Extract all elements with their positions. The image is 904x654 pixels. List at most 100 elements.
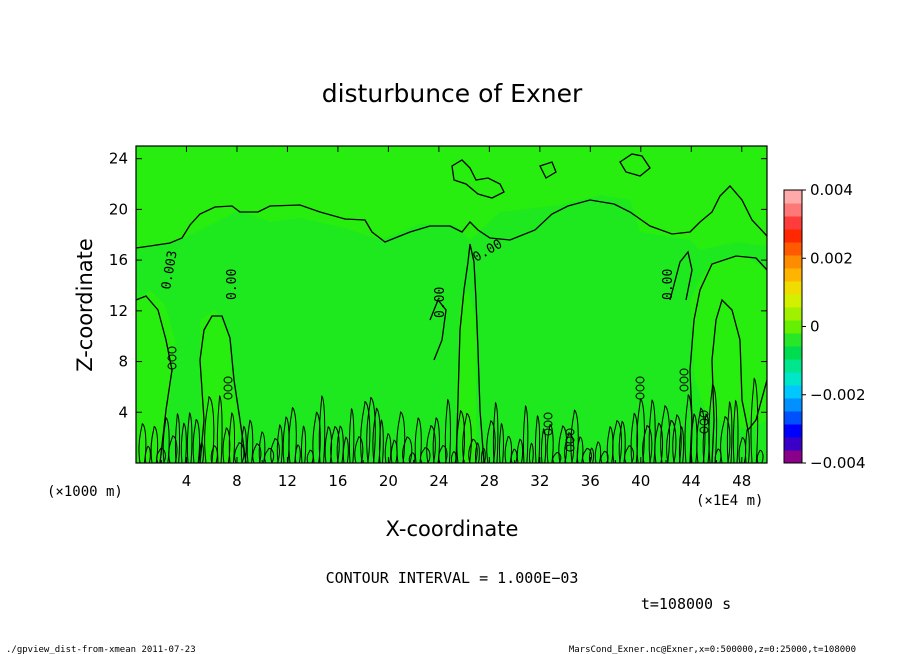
contour-line — [582, 447, 592, 464]
contour-line — [689, 255, 768, 464]
contour-cell — [565, 428, 575, 436]
contour-cell — [223, 392, 233, 400]
colorbar-cell — [784, 242, 802, 256]
colorbar-cell — [784, 294, 802, 308]
contour-line — [546, 423, 554, 464]
y-tick-label: 24 — [109, 150, 128, 168]
y-tick-label: 16 — [109, 251, 128, 269]
contour-cell — [167, 362, 177, 370]
y-axis-ticks: 4 8 12 16 20 24 — [109, 150, 767, 421]
colorbar-cell — [784, 450, 802, 464]
field-patch — [136, 146, 767, 250]
colorbar-cells — [784, 190, 802, 464]
contour-cell — [635, 384, 645, 392]
x-tick-label: 16 — [328, 472, 347, 490]
contour-cell — [699, 418, 709, 426]
contour-line — [642, 424, 653, 464]
colorbar-cell — [784, 190, 802, 204]
contour-line — [732, 399, 739, 464]
contour-cell — [699, 410, 709, 418]
contour-line — [468, 438, 478, 464]
colorbar-cell — [784, 398, 802, 412]
footer-right: MarsCond_Exner.nc@Exner,x=0:500000,z=0:2… — [569, 645, 856, 654]
x-tick-label: 48 — [732, 472, 751, 490]
contour-line — [216, 395, 223, 464]
contour-cell — [565, 444, 575, 452]
contour-line — [420, 447, 431, 464]
y-axis-label: Z-coordinate — [73, 238, 97, 372]
contour-line — [246, 419, 254, 464]
colorbar-labels: 0.004 0.002 0 −0.002 −0.004 — [802, 181, 866, 472]
contour-line — [174, 413, 181, 464]
contour-line — [180, 422, 187, 464]
contour-line — [354, 436, 364, 464]
plot-area: 0.003 0.000.000.00 0.00 4 8 12 16 20 24 28 32 36 40… — [109, 145, 768, 490]
contour-line — [360, 400, 371, 464]
colorbar-cell — [784, 359, 802, 373]
colorbar-cell — [784, 372, 802, 386]
contour-line — [294, 444, 301, 464]
contour-line — [150, 425, 159, 464]
contour-cell — [167, 346, 177, 354]
x-tick-label: 28 — [480, 472, 499, 490]
contour-line — [648, 399, 656, 464]
contour-line — [144, 445, 151, 464]
contour-line — [348, 407, 355, 464]
contour-cell — [223, 384, 233, 392]
colorbar-cell — [784, 346, 802, 360]
colorbar-cell — [784, 229, 802, 243]
contour-line — [750, 377, 759, 464]
y-tick-label: 4 — [118, 403, 128, 421]
colorbar-cell — [784, 385, 802, 399]
contour-line — [534, 415, 541, 464]
contour-line — [444, 398, 451, 464]
contour-line — [240, 425, 247, 464]
contour-interval-text: CONTOUR INTERVAL = 1.000E−03 — [326, 569, 579, 587]
x-axis-label: X-coordinate — [386, 517, 519, 541]
contour-cell — [167, 354, 177, 362]
contour-line — [666, 419, 677, 464]
colorbar-cell — [784, 203, 802, 217]
x-tick-label: 32 — [530, 472, 549, 490]
contour-line — [708, 383, 718, 464]
colorbar-cell — [784, 411, 802, 425]
contour-line — [588, 447, 595, 464]
x-tick-label: 12 — [278, 472, 297, 490]
contour-label: 0.00 — [225, 269, 240, 300]
contour-line — [456, 410, 466, 464]
contour-line — [192, 418, 201, 464]
x-tick-label: 24 — [429, 472, 448, 490]
contour-line — [619, 153, 651, 177]
colorbar-label: 0.002 — [810, 249, 853, 267]
contour-cell — [223, 376, 233, 384]
contour-line — [696, 407, 706, 464]
contour-line — [336, 425, 344, 464]
x-tick-label: 8 — [232, 472, 242, 490]
contour-label: 0.003 — [159, 250, 181, 291]
contour-lines — [135, 153, 768, 464]
contour-line — [429, 298, 447, 361]
contour-line — [168, 435, 178, 464]
contour-line — [455, 243, 485, 464]
contour-cell — [699, 426, 709, 434]
y-tick-label: 20 — [109, 200, 128, 218]
contour-line — [408, 452, 416, 464]
contour-cell — [679, 368, 689, 376]
contour-line — [522, 405, 529, 464]
field-patch — [690, 254, 767, 430]
contour-cell — [635, 392, 645, 400]
colorbar-cell — [784, 216, 802, 230]
contour-line — [324, 426, 333, 464]
contour-line — [539, 161, 557, 179]
colorbar-label: −0.004 — [810, 454, 866, 472]
contour-line — [402, 436, 413, 464]
x-tick-label: 20 — [379, 472, 398, 490]
x-tick-label: 44 — [682, 472, 701, 490]
contour-labels: 0.003 0.000.000.00 0.00 — [159, 237, 676, 318]
contour-line — [432, 417, 440, 464]
x-unit-label: (×1000 m) — [47, 484, 123, 500]
contour-line — [570, 409, 579, 464]
contour-label: 0.00 — [661, 269, 676, 300]
contour-cell — [543, 420, 553, 428]
